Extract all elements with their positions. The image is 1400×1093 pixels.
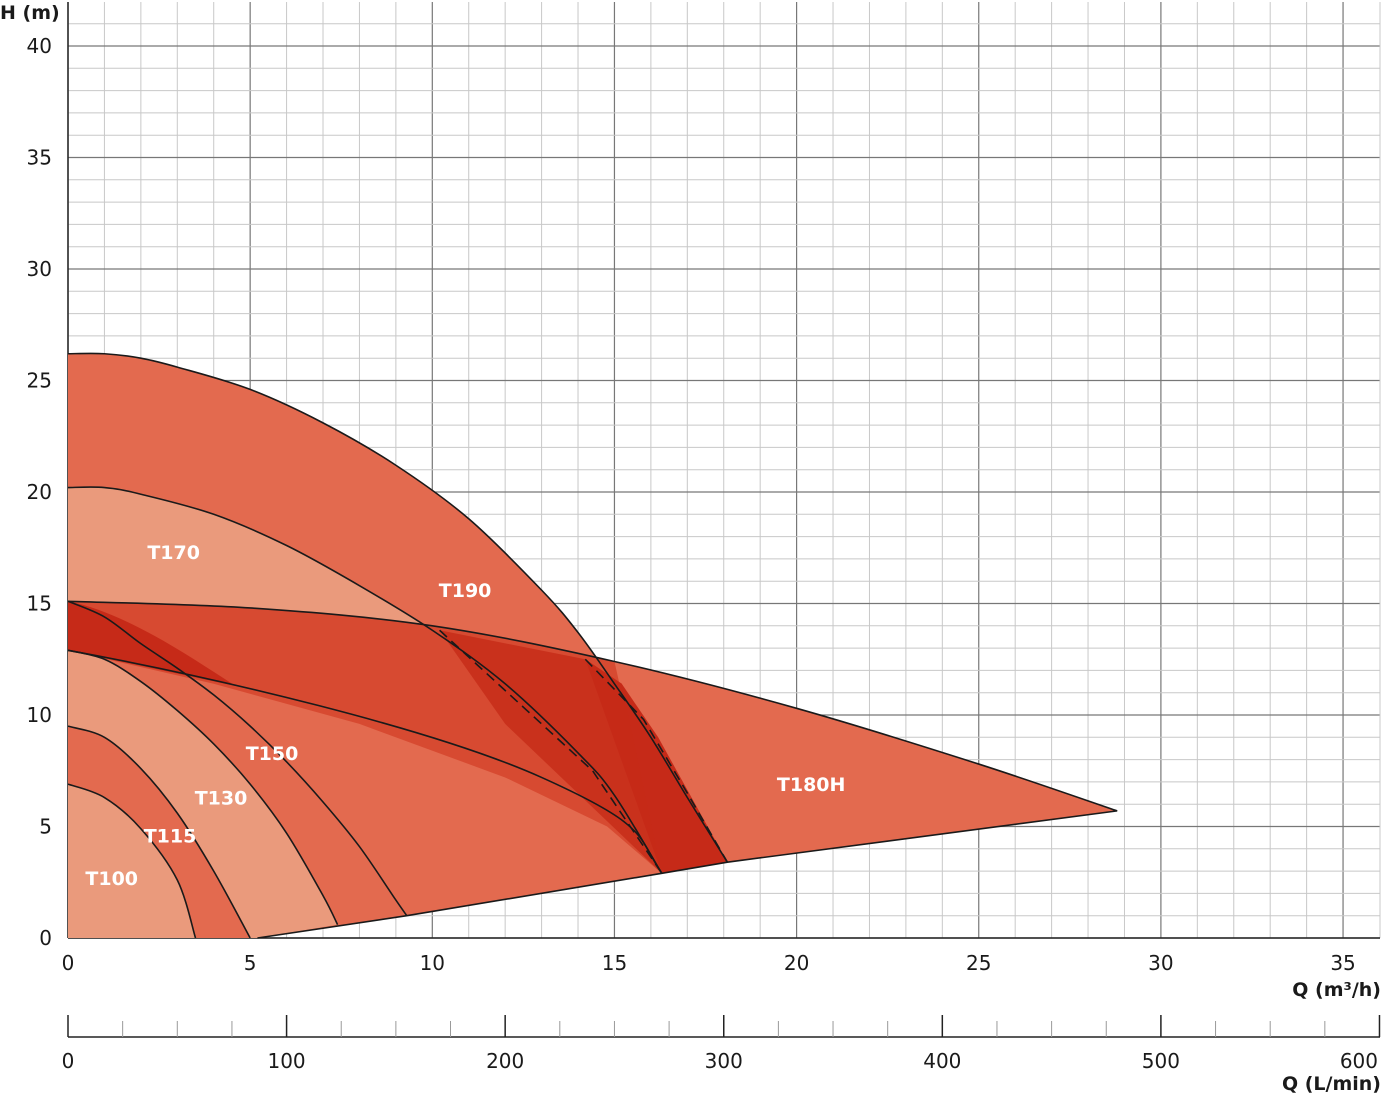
secondary-tick-label: 0 (62, 1049, 75, 1073)
region-overlap-corner (68, 601, 236, 687)
y-tick-label: 5 (39, 815, 52, 839)
x-tick-label: 25 (966, 951, 991, 975)
label-T180H: T180H (777, 774, 846, 796)
curve-T190 (67, 352, 729, 863)
curve-T150 (67, 600, 408, 917)
curve-T180H (67, 600, 1118, 812)
x-tick-label: 35 (1330, 951, 1355, 975)
y-tick-label: 40 (27, 34, 52, 58)
secondary-tick-label: 500 (1142, 1049, 1180, 1073)
x-tick-label: 30 (1148, 951, 1173, 975)
x-axis-title: Q (m³/h) (1292, 979, 1381, 1001)
y-tick-label: 30 (27, 257, 52, 281)
y-tick-label: 0 (39, 926, 52, 950)
performance-regions (68, 353, 1118, 938)
label-T100: T100 (85, 868, 138, 890)
curve-T180H-lower (67, 649, 663, 874)
label-T150: T150 (246, 743, 299, 765)
x-tick-label: 20 (784, 951, 809, 975)
x-tick-label: 15 (602, 951, 627, 975)
performance-curves (67, 352, 1118, 939)
x-tick-label: 0 (62, 951, 75, 975)
region-overlap-core (439, 630, 662, 874)
label-T170: T170 (147, 542, 200, 564)
y-tick-label: 15 (27, 592, 52, 616)
region-T100 (68, 784, 196, 938)
secondary-tick-label: 200 (486, 1049, 524, 1073)
secondary-tick-label: 600 (1340, 1049, 1378, 1073)
dashed-T170 (439, 629, 663, 874)
curve-T115 (67, 725, 251, 939)
secondary-tick-label: 300 (705, 1049, 743, 1073)
curve-T130 (67, 649, 339, 925)
dashed-T190 (584, 658, 729, 863)
label-T190: T190 (439, 580, 492, 602)
region-labels: T100 T115 T130 T150 T170 T190 T180H (85, 542, 845, 890)
secondary-x-axis-title: Q (L/min) (1282, 1073, 1381, 1093)
y-tick-label: 35 (27, 146, 52, 170)
curve-T100 (67, 783, 197, 939)
x-tick-label: 10 (420, 951, 445, 975)
secondary-tick-label: 100 (267, 1049, 305, 1073)
x-tick-label: 5 (244, 951, 257, 975)
curve-T170 (67, 486, 663, 874)
label-T115: T115 (144, 825, 197, 847)
secondary-tick-label: 400 (923, 1049, 961, 1073)
y-tick-label: 20 (27, 480, 52, 504)
y-tick-label: 25 (27, 369, 52, 393)
y-tick-label: 10 (27, 703, 52, 727)
label-T130: T130 (195, 788, 248, 810)
y-axis-title: H (m) (0, 2, 60, 24)
